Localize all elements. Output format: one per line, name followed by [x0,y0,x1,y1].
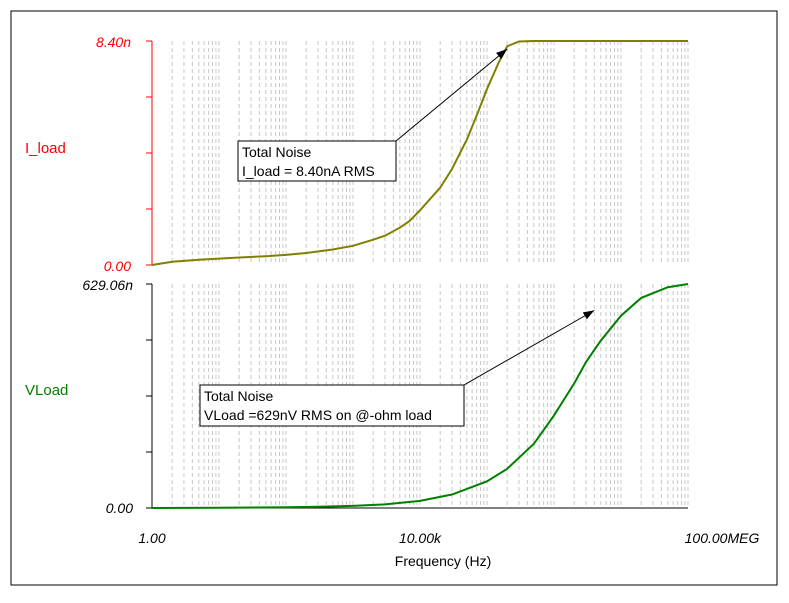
i-load-ylabel: I_load [25,140,66,157]
vload-annotation-box [199,384,465,427]
x-tick-label-100meg: 100.00MEG [685,530,760,546]
vload-annotation-text: VLoad =629nV RMS on @-ohm load [204,407,432,423]
vload-ytick-bottom: 0.00 [106,500,133,516]
i-load-annotation-text: I_load = 8.40nA RMS [242,163,375,179]
i-load-annotation-arrowhead [496,49,508,60]
x-tick-label-10k: 10.00k [399,530,442,546]
vload-annotation-title: Total Noise [204,388,273,404]
vload-ylabel: VLoad [25,382,68,399]
i-load-annotation-title: Total Noise [242,144,311,160]
panel-i-load: I_load 8.40n 0.00 Total Noise I_load = 8… [25,34,689,274]
vload-noise-curve [151,283,689,509]
vload-annotation-arrowhead [582,310,595,320]
vload-ytick-top: 629.06n [82,277,133,293]
i-load-noise-curve [151,40,688,266]
x-axis-title: Frequency (Hz) [395,553,491,569]
vload-axis-ticks [146,283,152,509]
i-load-axis-ticks [146,40,152,266]
i-load-ytick-bottom: 0.00 [104,258,131,274]
vload-annotation-arrow [463,309,595,386]
panel-vload: VLoad 629.06n 0.00 Total Noise VLoad =62… [25,277,689,516]
i-load-annotation-arrow [395,48,508,142]
chart-border [10,10,778,586]
i-load-annotation-box [237,140,397,182]
i-load-ytick-top: 8.40n [96,34,131,50]
x-tick-label-1: 1.00 [138,530,165,546]
